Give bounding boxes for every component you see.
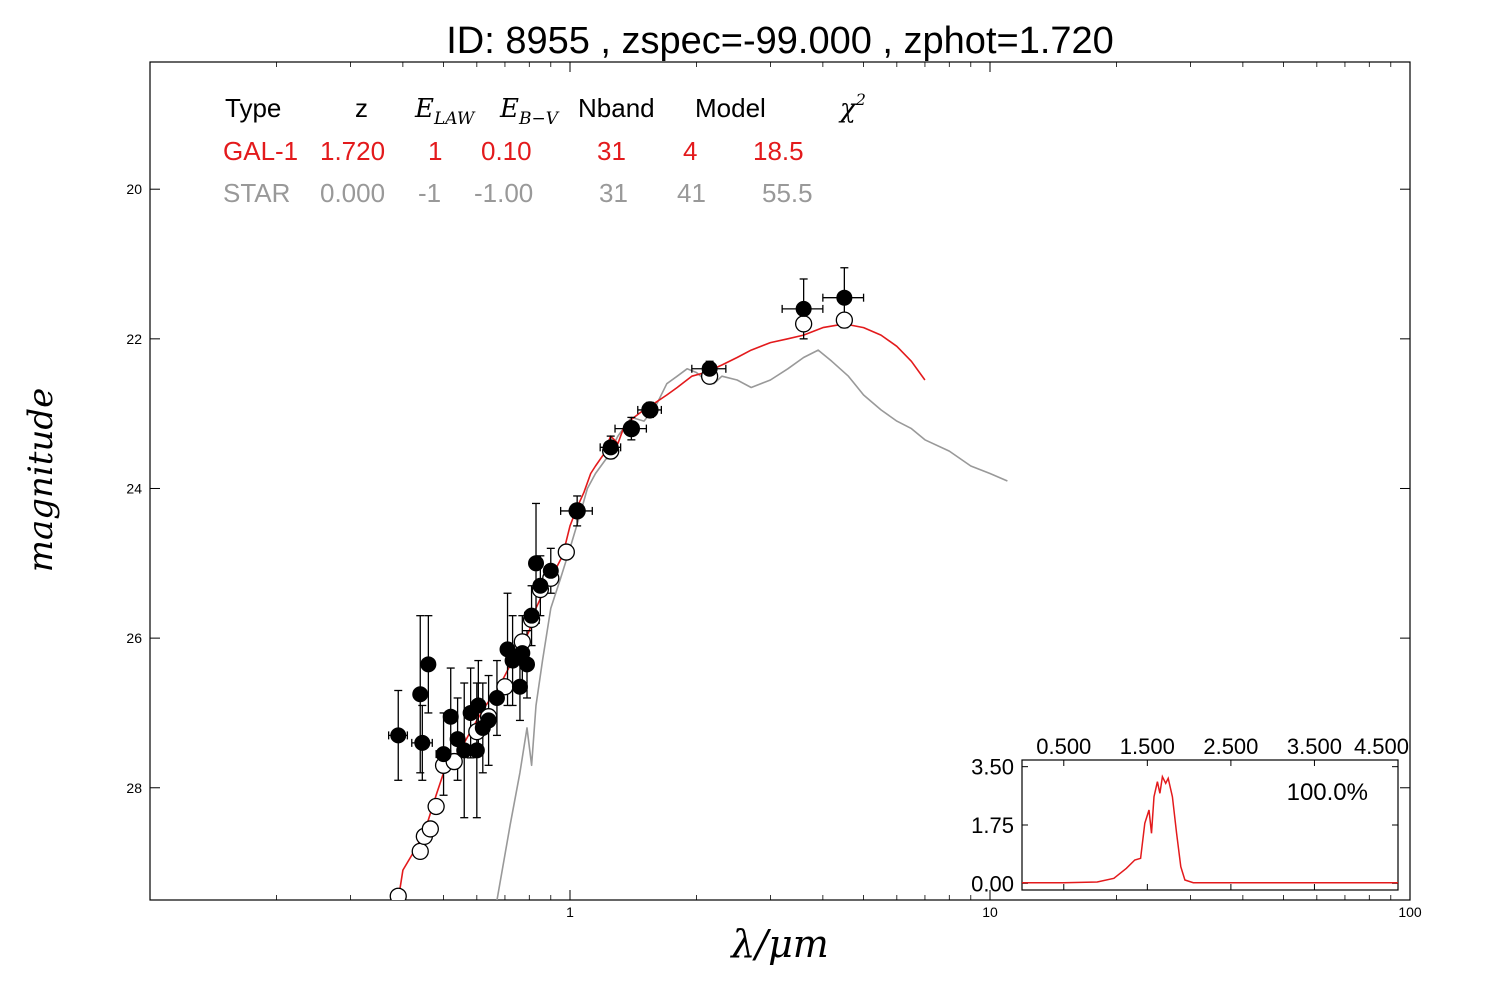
- model-magnitude-point: [794, 315, 813, 333]
- inset-x-tick-label: 1.500: [1120, 734, 1175, 759]
- observed-marker: [390, 727, 407, 744]
- star-row-elaw: -1: [418, 178, 441, 208]
- x-tick-label: 10: [982, 904, 998, 920]
- observed-marker: [602, 439, 619, 456]
- inset-x-tick-label: 3.500: [1287, 734, 1342, 759]
- star-row-nband: 31: [599, 178, 628, 208]
- observed-marker: [836, 289, 853, 306]
- observed-marker: [569, 502, 586, 519]
- gal-row-ebv: 0.10: [481, 136, 532, 166]
- table-header-chi2: χ2: [838, 90, 866, 124]
- model-magnitude-point: [411, 842, 429, 861]
- star-row-chi2: 55.5: [762, 178, 813, 208]
- gal-row-model: 4: [683, 136, 697, 166]
- inset-y-tick-label: 1.75: [971, 813, 1014, 838]
- y-tick-label: 26: [126, 630, 142, 646]
- observed-marker: [435, 746, 452, 763]
- observed-marker: [528, 555, 545, 572]
- model-magnitude-point: [835, 311, 853, 329]
- inset-y-tick-label: 0.00: [971, 871, 1014, 896]
- gal-row-nband: 31: [597, 136, 626, 166]
- model-magnitude-point: [421, 820, 439, 838]
- gal-row-z: 1.720: [320, 136, 385, 166]
- inset-frame: [1021, 759, 1399, 891]
- y-axis-label: magnitude: [21, 388, 61, 573]
- figure-title: ID: 8955 , zspec=-99.000 , zphot=1.720: [446, 20, 1114, 62]
- observed-marker: [488, 689, 505, 706]
- y-tick-label: 22: [126, 331, 142, 347]
- observed-marker: [442, 708, 459, 725]
- inset-x-tick-label: 4.500: [1354, 734, 1409, 759]
- observed-marker: [623, 420, 640, 437]
- observed-marker: [468, 742, 485, 759]
- main-plot-frame: [149, 61, 1411, 901]
- y-tick-label: 24: [126, 480, 142, 496]
- data-series-layer: [387, 267, 1008, 900]
- observed-marker: [795, 300, 812, 317]
- inset-axis-ticks: 0.500 1.500 2.500 3.500 4.500 0.00 1.75 3.50: [971, 734, 1409, 896]
- observed-marker: [641, 401, 658, 418]
- x-tick-label: 1: [566, 904, 574, 920]
- model-magnitude-point: [389, 887, 407, 900]
- x-axis-label: λ/μm: [729, 922, 829, 966]
- observed-marker: [542, 562, 559, 579]
- star-row-type: STAR: [223, 178, 290, 208]
- observed-marker: [414, 734, 431, 751]
- table-header-ebv: EB−V: [499, 94, 560, 129]
- observed-marker: [420, 656, 437, 673]
- fit-summary-table: Type z ELAW EB−V Nband Model χ2 GAL-1 1.…: [223, 90, 866, 208]
- model-magnitude-point: [427, 797, 445, 816]
- observed-marker: [511, 678, 528, 695]
- observed-marker: [701, 360, 718, 377]
- y-tick-label: 28: [126, 780, 142, 796]
- table-header-elaw: ELAW: [414, 94, 476, 129]
- table-header-nband: Nband: [578, 93, 655, 123]
- pdf-line: [1022, 774, 1398, 884]
- observed-marker: [532, 577, 549, 594]
- star-row-model: 41: [677, 178, 706, 208]
- inset-x-tick-label: 2.500: [1203, 734, 1258, 759]
- observed-marker: [470, 697, 487, 714]
- table-header-model: Model: [695, 93, 766, 123]
- gal-row-type: GAL-1: [223, 136, 298, 166]
- y-tick-label: 20: [126, 181, 142, 197]
- inset-x-tick-label: 0.500: [1036, 734, 1091, 759]
- observed-marker: [519, 656, 536, 673]
- main-axis-ticks: 1 10 100 20 22 24 26 28: [126, 62, 1422, 920]
- table-header-z: z: [355, 93, 368, 123]
- gal-row-chi2: 18.5: [753, 136, 804, 166]
- x-tick-label: 100: [1398, 904, 1422, 920]
- inset-series-layer: [1022, 774, 1398, 884]
- inset-percentage: 100.0%: [1287, 779, 1368, 806]
- observed-marker: [480, 712, 497, 729]
- table-header-type: Type: [225, 93, 281, 123]
- inset-y-tick-label: 3.50: [971, 755, 1014, 780]
- star-model-line: [496, 349, 1008, 900]
- star-row-ebv: -1.00: [474, 178, 533, 208]
- redshift-pdf-inset: 0.500 1.500 2.500 3.500 4.500 0.00 1.75 3.50 10…: [971, 734, 1409, 896]
- gal-row-elaw: 1: [428, 136, 442, 166]
- observed-marker: [412, 686, 429, 703]
- observed-marker: [523, 607, 540, 624]
- star-row-z: 0.000: [320, 178, 385, 208]
- model-magnitude-point: [557, 543, 575, 561]
